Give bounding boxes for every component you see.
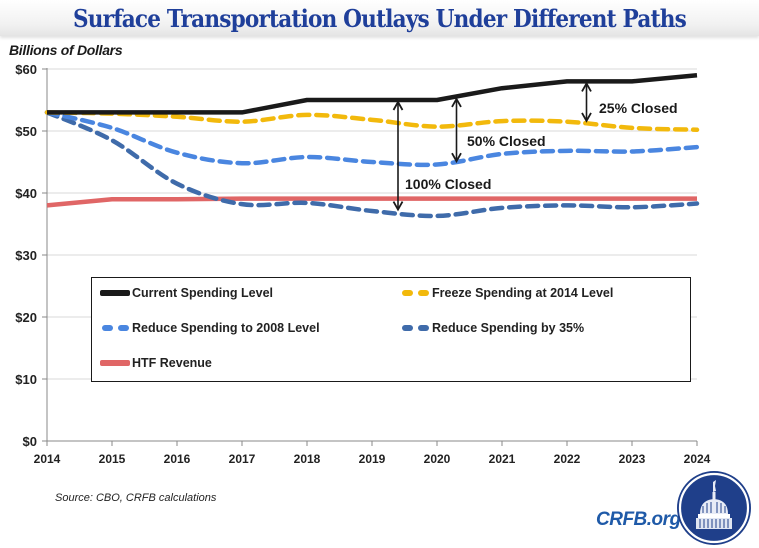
- legend-label: Reduce Spending by 35%: [432, 321, 585, 335]
- capitol-dome-seal-icon: [677, 471, 751, 545]
- x-tick-label: 2018: [294, 452, 321, 466]
- x-tick-label: 2022: [554, 452, 581, 466]
- y-tick-label: $60: [15, 62, 37, 77]
- x-tick-label: 2024: [684, 452, 711, 466]
- legend-label: HTF Revenue: [132, 356, 212, 370]
- axes: [42, 68, 698, 446]
- x-tick-label: 2023: [619, 452, 646, 466]
- series-line-current-spending-level: [47, 72, 698, 115]
- series-line-freeze-spending-at-2014-level: [44, 110, 700, 133]
- series-line-reduce-spending-to-2008-level: [44, 110, 700, 168]
- legend-swatch-reduce-35: [400, 325, 430, 331]
- crfb-link[interactable]: CRFB.org: [596, 509, 681, 530]
- legend-swatch-2008-level: [100, 325, 130, 331]
- legend-item-freeze: Freeze Spending at 2014 Level: [400, 286, 613, 300]
- arrow-head-up-icon: [392, 100, 404, 111]
- arrow-head-down-icon: [392, 201, 404, 212]
- legend-swatch-htf-revenue: [100, 360, 130, 366]
- x-tick-label: 2014: [34, 452, 61, 466]
- annotation-label: 50% Closed: [467, 133, 546, 149]
- legend: Current Spending Level Freeze Spending a…: [91, 277, 691, 382]
- y-tick-label: $10: [15, 372, 37, 387]
- legend-label: Reduce Spending to 2008 Level: [132, 321, 320, 335]
- x-tick-label: 2020: [424, 452, 451, 466]
- legend-label: Freeze Spending at 2014 Level: [432, 286, 614, 300]
- x-tick-label: 2019: [359, 452, 386, 466]
- x-tick-label: 2021: [489, 452, 516, 466]
- arrow-head-up-icon: [451, 97, 462, 108]
- annotation-label: 25% Closed: [599, 100, 678, 116]
- source-note: Source: CBO, CRFB calculations: [55, 492, 217, 504]
- gap-arrow: 25% Closed: [581, 81, 678, 123]
- legend-label: Current Spending Level: [132, 286, 273, 300]
- chart-title: Surface Transportation Outlays Under Dif…: [72, 4, 687, 33]
- y-tick-label: $50: [15, 124, 37, 139]
- legend-item-reduce-35: Reduce Spending by 35%: [400, 321, 584, 335]
- legend-swatch-current: [100, 290, 130, 296]
- series-line-htf-revenue: [46, 196, 697, 208]
- arrow-head-down-icon: [451, 152, 462, 164]
- y-tick-label: $20: [15, 310, 37, 325]
- x-tick-labels: 2014 2015 2016 2017 2018 2019 2020 2021 2022 2023…: [34, 452, 711, 466]
- y-tick-label: $30: [15, 248, 37, 263]
- gap-annotations: 100% Closed 50% Closed 25% Closed: [392, 81, 678, 212]
- header-band: Surface Transportation Outlays Under Dif…: [0, 0, 759, 36]
- legend-swatch-freeze: [400, 290, 430, 296]
- legend-item-2008-level: Reduce Spending to 2008 Level: [100, 321, 320, 335]
- x-tick-label: 2015: [99, 452, 126, 466]
- annotation-label: 100% Closed: [405, 176, 491, 192]
- series-lines: [44, 72, 700, 219]
- y-axis-units-label: Billions of Dollars: [9, 42, 123, 58]
- x-tick-label: 2017: [229, 452, 256, 466]
- arrow-head-up-icon: [581, 81, 592, 92]
- y-tick-labels: $0 $10 $20 $30 $40 $50 $60: [15, 62, 37, 449]
- y-tick-label: $0: [23, 434, 37, 449]
- legend-item-current: Current Spending Level: [100, 286, 273, 300]
- x-tick-label: 2016: [164, 452, 191, 466]
- y-tick-label: $40: [15, 186, 37, 201]
- series-line-reduce-spending-by-35: [44, 110, 700, 219]
- arrow-head-down-icon: [581, 112, 592, 123]
- gap-arrow: 100% Closed: [392, 100, 491, 212]
- gap-arrow: 50% Closed: [451, 97, 546, 164]
- legend-item-htf-revenue: HTF Revenue: [100, 356, 212, 370]
